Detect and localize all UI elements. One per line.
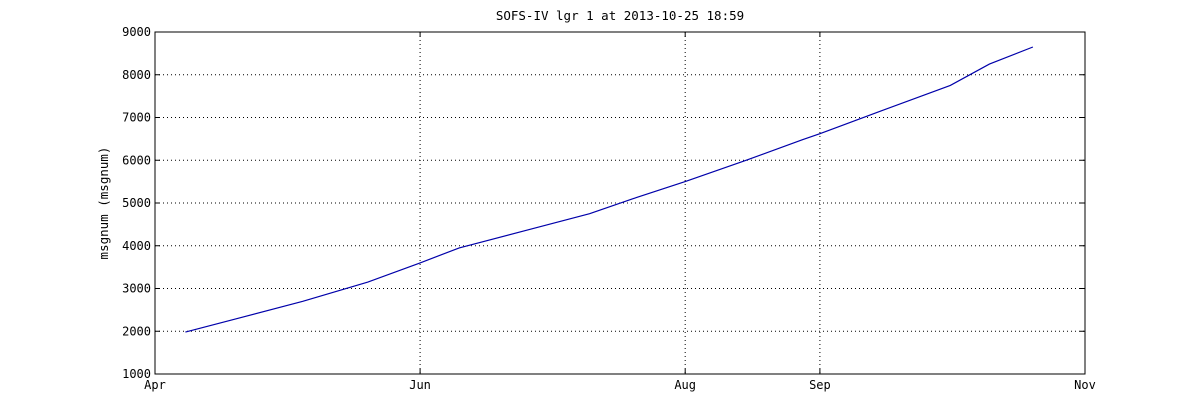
y-tick-label: 5000	[122, 196, 151, 210]
series-line	[185, 46, 1034, 333]
x-tick-label: Sep	[809, 378, 831, 392]
y-axis: 1000 2000 3000 4000 5000 6000 7000 8000 9000	[122, 25, 1085, 381]
y-tick-label: 9000	[122, 25, 151, 39]
y-tick-label: 8000	[122, 68, 151, 82]
x-tick-label: Jun	[409, 378, 431, 392]
y-tick-label: 4000	[122, 239, 151, 253]
y-tick-label: 2000	[122, 324, 151, 338]
y-tick-label: 1000	[122, 367, 151, 381]
y-tick-label: 6000	[122, 153, 151, 167]
y-axis-label: msgnum (msgnum)	[96, 147, 111, 260]
y-tick-label: 7000	[122, 111, 151, 125]
x-tick-label: Apr	[144, 378, 166, 392]
x-axis: Apr Jun Aug Sep Nov	[144, 32, 1096, 392]
x-tick-label: Aug	[674, 378, 696, 392]
chart-title: SOFS-IV lgr 1 at 2013-10-25 18:59	[496, 8, 744, 23]
x-tick-label: Nov	[1074, 378, 1096, 392]
y-tick-label: 3000	[122, 282, 151, 296]
